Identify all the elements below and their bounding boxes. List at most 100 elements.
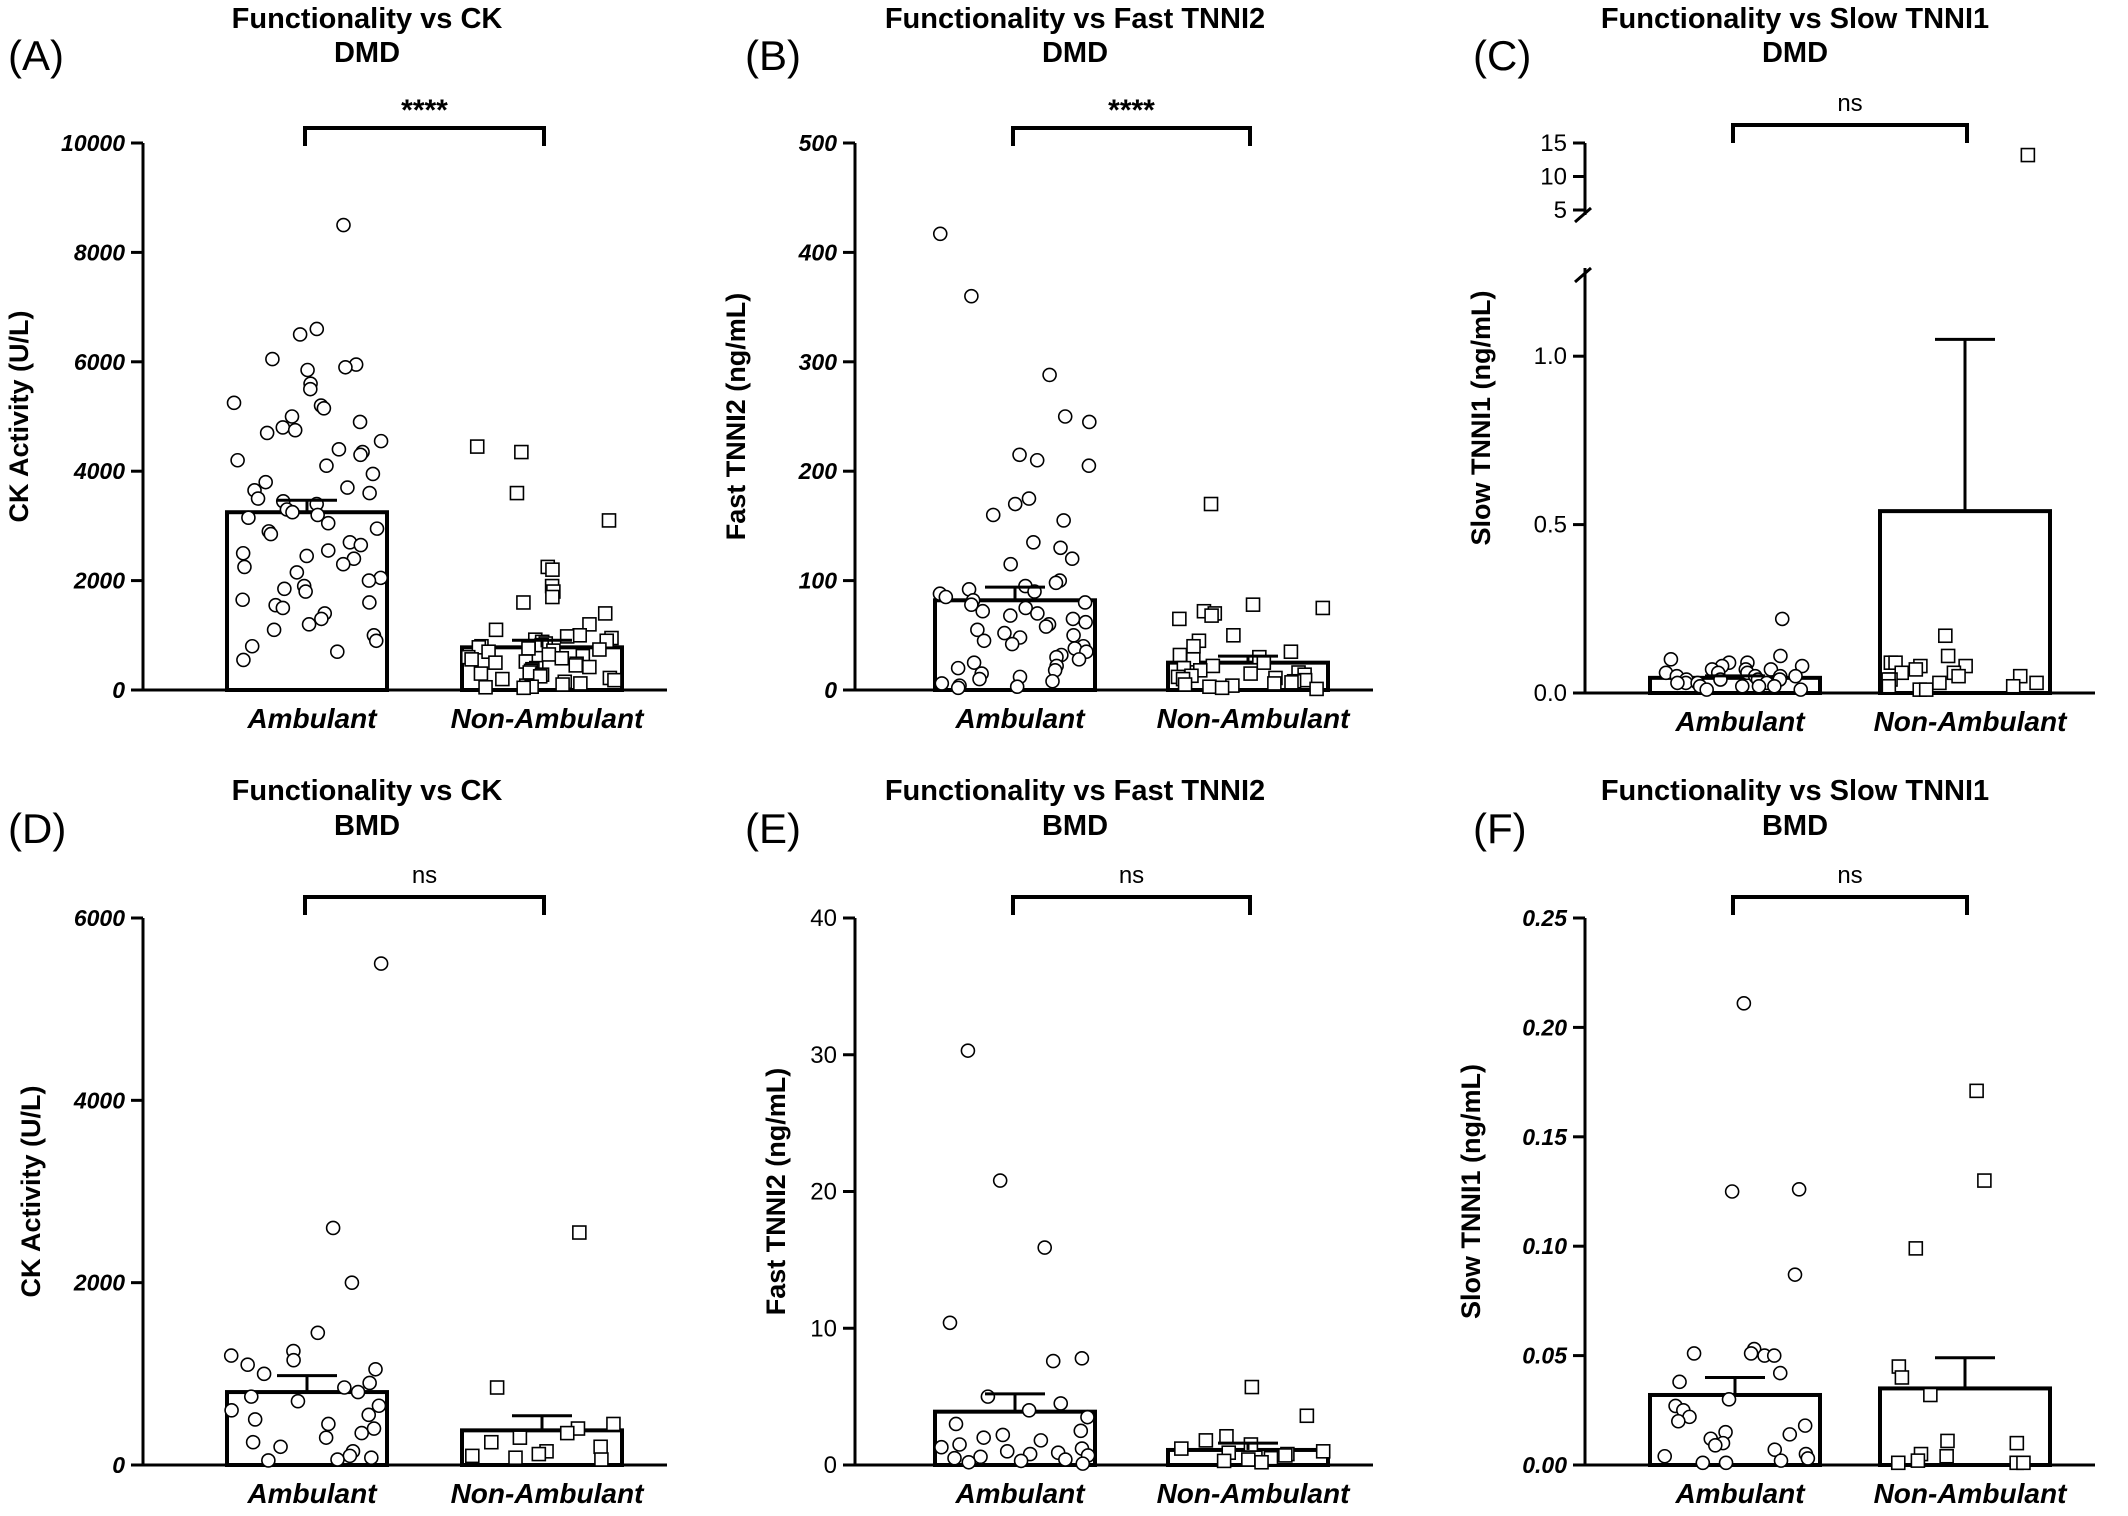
- y-tick-label: 10000: [61, 130, 125, 156]
- data-point: [992, 1173, 1008, 1188]
- data-point: [1066, 627, 1081, 643]
- data-point: [995, 1427, 1011, 1443]
- data-point: [1794, 658, 1810, 674]
- data-point: [265, 351, 280, 367]
- data-point: [1009, 679, 1025, 695]
- data-point: [973, 1449, 988, 1465]
- data-point: [1743, 1346, 1759, 1361]
- data-point: [592, 642, 607, 657]
- significance-label: ****: [401, 94, 448, 127]
- data-point: [342, 1448, 358, 1464]
- significance-bracket: [303, 895, 546, 915]
- data-point: [240, 1357, 255, 1373]
- data-point: [277, 581, 292, 597]
- data-point: [1021, 491, 1037, 506]
- data-point: [256, 1366, 272, 1382]
- data-point: [934, 1439, 949, 1455]
- data-point: [484, 1434, 499, 1450]
- data-point: [320, 515, 336, 531]
- y-tick-label: 6000: [74, 349, 125, 375]
- data-point: [568, 658, 584, 673]
- data-point: [1074, 1351, 1090, 1366]
- data-point: [1800, 1451, 1816, 1466]
- data-point: [938, 589, 954, 605]
- data-point: [976, 633, 992, 649]
- data-point: [298, 584, 313, 599]
- data-point: [1718, 1455, 1734, 1471]
- data-point: [1214, 680, 1230, 696]
- data-point: [582, 617, 597, 632]
- data-point: [1202, 679, 1217, 695]
- data-point: [1058, 1452, 1073, 1467]
- data-point: [1299, 1408, 1315, 1424]
- data-point: [1042, 367, 1057, 383]
- data-point: [514, 444, 529, 460]
- data-point: [495, 671, 510, 687]
- data-point: [541, 647, 557, 662]
- y-tick-label: 0.15: [1522, 1124, 1568, 1150]
- data-point: [2005, 678, 2021, 694]
- data-point: [284, 409, 300, 424]
- data-point: [303, 381, 318, 397]
- data-point: [325, 1220, 341, 1236]
- data-point: [970, 622, 985, 638]
- chart-subtitle: DMD: [1042, 37, 1108, 69]
- y-tick-label: 0.5: [1534, 512, 1567, 539]
- data-point: [1267, 676, 1282, 691]
- x-tick-label: Ambulant: [1674, 1478, 1806, 1509]
- data-point: [1767, 1442, 1783, 1457]
- data-point: [1932, 675, 1947, 691]
- data-point: [353, 537, 369, 553]
- data-point: [1671, 1413, 1686, 1429]
- y-tick-label: 300: [799, 349, 838, 375]
- y-tick-label: 10: [810, 1315, 837, 1342]
- data-point: [1910, 1453, 1926, 1468]
- data-point: [1657, 1448, 1673, 1464]
- significance-bracket: [303, 126, 546, 146]
- data-point: [1977, 1173, 1992, 1188]
- data-point: [1721, 1392, 1737, 1407]
- data-point: [966, 655, 982, 670]
- chart-title: Functionality vs Fast TNNI2: [885, 775, 1265, 807]
- data-point: [1081, 458, 1097, 474]
- data-point: [555, 677, 570, 692]
- data-point: [1890, 1455, 1906, 1471]
- data-point: [362, 1375, 377, 1391]
- data-point: [287, 422, 303, 438]
- data-point: [508, 1450, 523, 1466]
- data-point: [241, 510, 256, 525]
- data-point: [223, 1348, 239, 1363]
- x-tick-label: Non-Ambulant: [1874, 706, 2069, 737]
- y-tick-label: 0: [824, 677, 837, 703]
- data-point: [330, 644, 345, 660]
- data-point: [350, 1384, 366, 1400]
- bar-non-ambulant: [1878, 1386, 2052, 1468]
- data-point: [1772, 1365, 1788, 1381]
- data-point: [1216, 1453, 1232, 1469]
- data-point: [365, 466, 381, 482]
- data-point: [373, 956, 389, 971]
- data-point: [1283, 644, 1299, 660]
- data-point: [235, 545, 251, 561]
- data-point: [964, 597, 979, 612]
- data-point: [247, 1412, 263, 1427]
- data-point: [952, 1437, 967, 1452]
- data-point: [1219, 1428, 1234, 1444]
- data-point: [245, 1434, 261, 1450]
- y-tick-label: 200: [798, 458, 838, 484]
- data-point: [594, 1452, 609, 1467]
- data-point: [1773, 1453, 1789, 1468]
- data-point: [516, 680, 531, 696]
- data-point: [531, 1446, 547, 1462]
- data-point: [607, 672, 622, 688]
- data-point: [1203, 496, 1219, 512]
- data-point: [1278, 1448, 1293, 1463]
- data-point: [1315, 600, 1331, 616]
- significance-bracket: [1011, 895, 1252, 915]
- data-point: [299, 548, 315, 564]
- data-point: [509, 485, 525, 501]
- data-point: [473, 666, 489, 681]
- data-point: [942, 1315, 958, 1331]
- data-point: [1045, 1353, 1061, 1369]
